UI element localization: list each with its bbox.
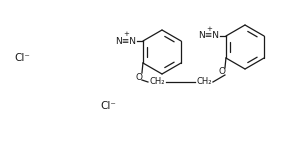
Text: Cl⁻: Cl⁻	[14, 53, 30, 63]
Text: N≡N: N≡N	[198, 32, 219, 40]
Text: Cl⁻: Cl⁻	[100, 101, 116, 111]
Text: CH₂: CH₂	[196, 77, 212, 87]
Text: CH₂: CH₂	[149, 77, 165, 87]
Text: +: +	[123, 31, 129, 37]
Text: O: O	[136, 72, 142, 82]
Text: +: +	[206, 26, 212, 32]
Text: O: O	[218, 68, 225, 76]
Text: N≡N: N≡N	[115, 36, 136, 46]
